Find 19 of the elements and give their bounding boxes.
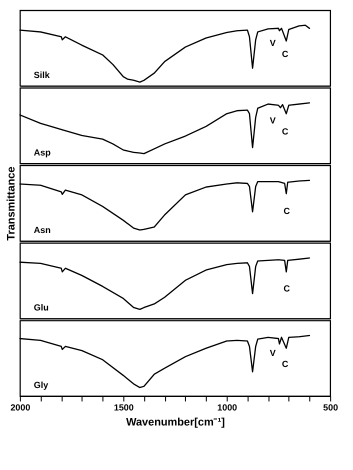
x-tick-label: 500 bbox=[323, 402, 338, 412]
annotation: C bbox=[282, 126, 289, 136]
annotation: C bbox=[283, 206, 290, 216]
annotation: C bbox=[282, 48, 289, 59]
text: Asp bbox=[34, 147, 52, 158]
text: Glu bbox=[34, 302, 49, 312]
text: Asn bbox=[34, 224, 51, 235]
y-axis-title: Transmittance bbox=[5, 166, 18, 241]
x-axis-title: Wavenumber[cm⁻¹] bbox=[126, 416, 226, 428]
annotation: V bbox=[270, 348, 276, 358]
x-tick-label: 1500 bbox=[114, 402, 134, 412]
text: Gly bbox=[34, 380, 48, 390]
annotation: C bbox=[283, 284, 290, 294]
annotation: C bbox=[282, 359, 289, 370]
x-tick-label: 1000 bbox=[217, 402, 238, 412]
annotation: V bbox=[270, 116, 276, 126]
x-tick-label: 2000 bbox=[10, 402, 30, 412]
annotation: V bbox=[270, 38, 276, 48]
text: Silk bbox=[34, 70, 50, 80]
